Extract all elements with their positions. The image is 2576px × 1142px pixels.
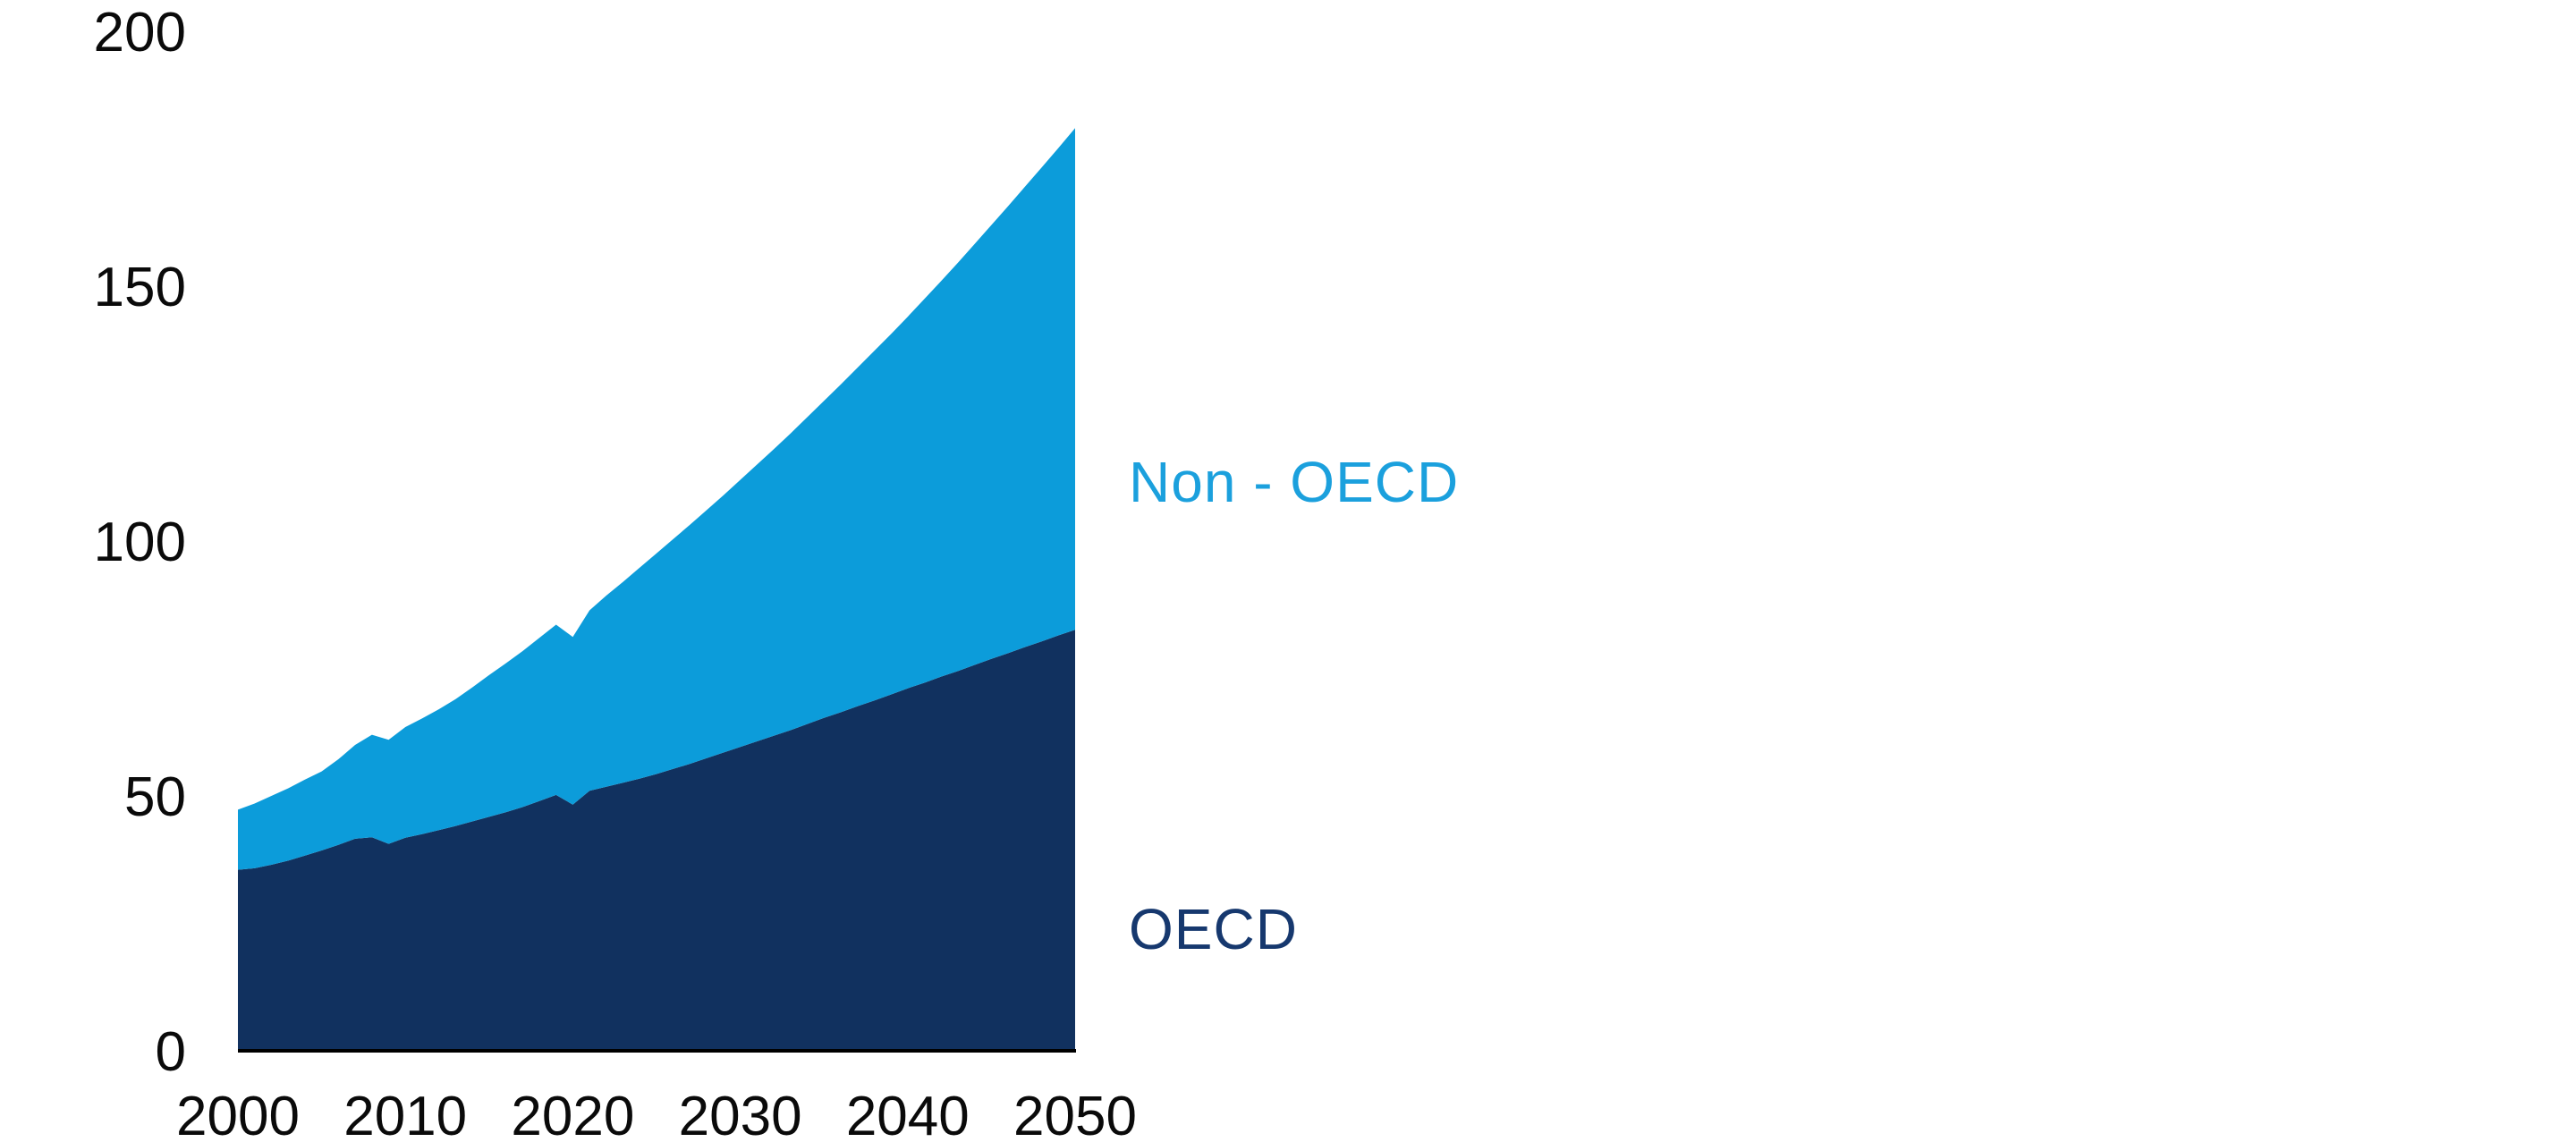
y-tick-label-150: 150 (94, 257, 186, 318)
area-oecd (238, 630, 1075, 1051)
area-non-oecd (238, 128, 1075, 870)
x-tick-label-2020: 2020 (511, 1086, 634, 1142)
x-axis-line (238, 1049, 1076, 1053)
x-tick-label-2030: 2030 (679, 1086, 802, 1142)
y-tick-label-100: 100 (94, 512, 186, 573)
y-tick-label-50: 50 (124, 766, 186, 828)
y-tick-label-200: 200 (94, 2, 186, 63)
x-tick-label-2050: 2050 (1013, 1086, 1137, 1142)
x-tick-label-2000: 2000 (176, 1086, 300, 1142)
series-label-oecd: OECD (1129, 897, 1298, 961)
y-tick-label-0: 0 (156, 1021, 186, 1083)
x-tick-label-2010: 2010 (343, 1086, 467, 1142)
x-tick-label-2040: 2040 (846, 1086, 970, 1142)
series-label-non-oecd: Non - OECD (1129, 450, 1460, 514)
